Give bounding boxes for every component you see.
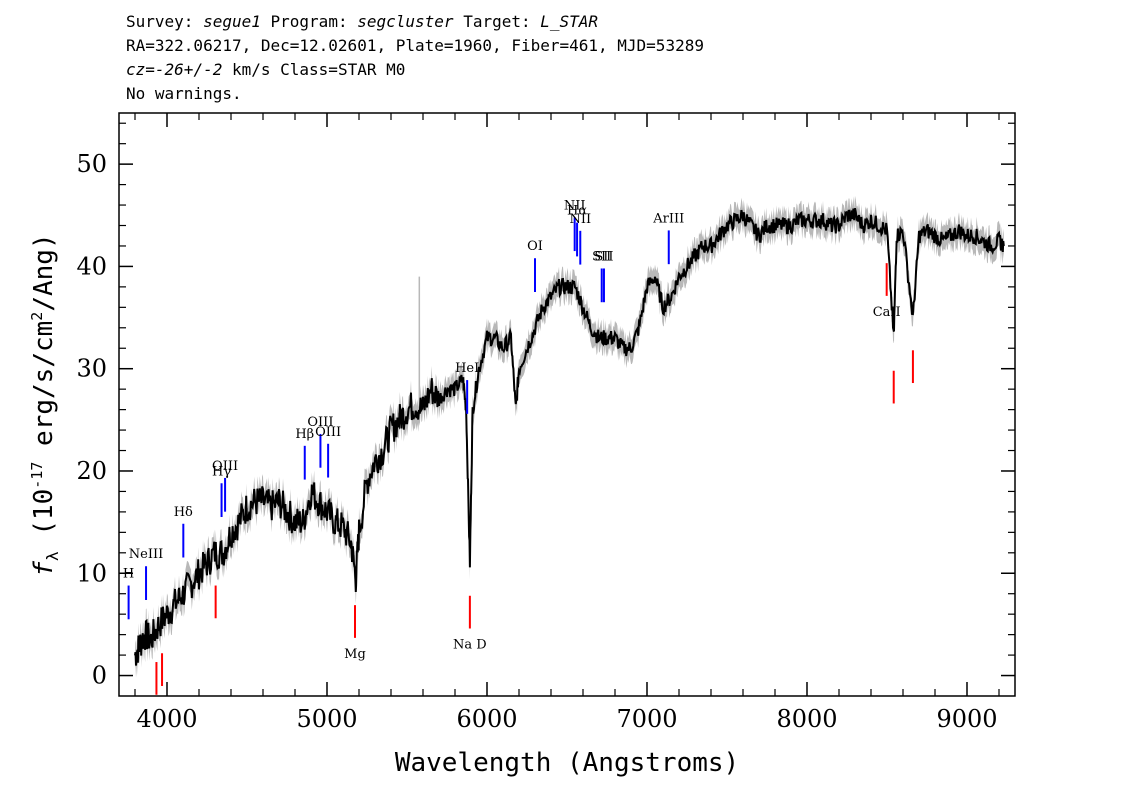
cz-value: -26+/-2 [154, 60, 223, 79]
axes: 4000 5000 6000 7000 8000 9000 0 10 20 30 40 50 [76, 113, 1015, 733]
line-label: OIII [315, 425, 341, 440]
line-marker-sii: SII [592, 249, 611, 303]
class-text: km/s Class=STAR M0 [222, 60, 406, 79]
line-label: SII [594, 249, 613, 264]
error-band-area [135, 195, 1004, 678]
line-label: OI [527, 239, 543, 254]
line-marker-na-d: Na D [453, 595, 487, 652]
line-marker-oi: OI [527, 239, 543, 292]
line-marker-nii: NII [569, 212, 591, 265]
program-label: Program: [270, 12, 348, 31]
line-label: SII [592, 249, 611, 264]
line-label: Hγ [212, 464, 231, 479]
line-marker-hα: Hα [567, 204, 587, 257]
target-value: L_STAR [540, 12, 599, 31]
line-marker-hδ: Hδ [174, 505, 193, 558]
line-marker-neiii: NeIII [129, 547, 163, 600]
x-tick-label: 7000 [616, 705, 677, 733]
header-line-3: cz=-26+/-2 km/s Class=STAR M0 [126, 58, 704, 82]
line-label: Hα [567, 204, 587, 219]
line-label: ArIII [652, 211, 684, 226]
plot-frame [118, 112, 1016, 697]
x-tick-label: 4000 [136, 705, 197, 733]
y-tick-label: 30 [76, 355, 107, 383]
header-line-2: RA=322.06217, Dec=12.02601, Plate=1960, … [126, 36, 704, 55]
line-label: Na D [453, 637, 487, 652]
line-marker-nii: NII [564, 198, 586, 252]
line-marker-oiii: OIII [307, 415, 333, 468]
line-marker-sii: SII [594, 249, 614, 303]
y-axis-title: fλ (10-17 erg/s/cm2/Ang) [28, 233, 62, 576]
spectrum-line [134, 207, 1005, 666]
line-label: NII [564, 198, 586, 213]
program-value: segcluster [357, 12, 454, 31]
survey-value: segue1 [203, 12, 261, 31]
spectrum-header: Survey: segue1 Program: segcluster Targe… [126, 10, 704, 106]
line-label: CaII [873, 305, 901, 320]
spectrum-series [134, 207, 1005, 666]
y-tick-label: 50 [76, 150, 107, 178]
line-marker-hei: HeI [455, 361, 479, 414]
line-label: H [123, 567, 134, 582]
line-label: OIII [212, 459, 238, 474]
y-tick-label: 0 [92, 662, 107, 690]
y-tick-label: 40 [76, 252, 107, 280]
header-line-4: No warnings. [126, 84, 242, 103]
line-marker-h: H [123, 567, 134, 620]
y-tick-label: 10 [76, 559, 107, 587]
line-marker-hβ: Hβ [295, 427, 314, 480]
line-marker-caii: CaII [873, 263, 901, 320]
line-label: Mg [344, 647, 366, 662]
line-label: NeIII [129, 547, 163, 562]
line-marker-hγ: Hγ [212, 464, 231, 518]
error-band [135, 195, 1004, 678]
x-tick-label: 9000 [936, 705, 997, 733]
line-label: OIII [307, 415, 333, 430]
line-label: Hδ [174, 505, 193, 520]
line-label: HeI [455, 361, 479, 376]
x-axis-title: Wavelength (Angstroms) [395, 748, 739, 778]
x-tick-label: 8000 [776, 705, 837, 733]
line-marker-oiii: OIII [315, 425, 341, 478]
header-line-1: Survey: segue1 Program: segcluster Targe… [126, 10, 704, 34]
x-tick-label: 6000 [456, 705, 517, 733]
line-marker-ariii: ArIII [652, 211, 684, 265]
y-tick-label: 20 [76, 457, 107, 485]
line-label: NII [569, 212, 591, 227]
line-marker-oiii: OIII [212, 459, 238, 512]
line-markers: HNeIIIHδHγOIIIHβOIIIOIIIHeIOINIIHαNIISII… [123, 198, 914, 695]
line-marker-mg: Mg [344, 605, 366, 662]
target-label: Target: [463, 12, 531, 31]
line-label: Hβ [295, 427, 314, 442]
survey-label: Survey: [126, 12, 194, 31]
cz-label: cz= [126, 60, 155, 79]
x-tick-label: 5000 [296, 705, 357, 733]
